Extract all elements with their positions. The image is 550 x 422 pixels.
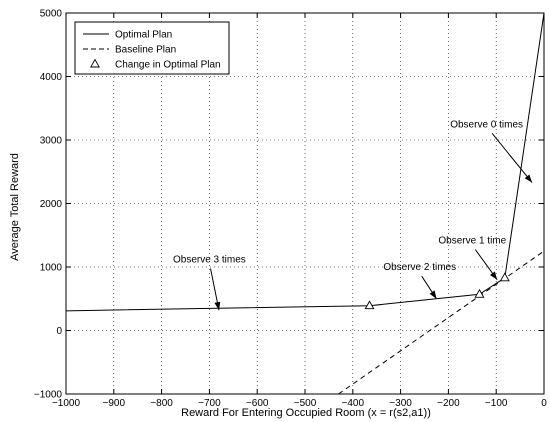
y-tick-label: 0 — [56, 326, 62, 337]
annotation-label: Observe 3 times — [173, 255, 246, 266]
y-tick-label: −1000 — [34, 390, 63, 401]
plan-change-marker — [499, 272, 510, 282]
y-tick-label: 2000 — [40, 199, 63, 210]
annotation-label: Observe 0 times — [450, 119, 523, 130]
x-tick-label: −600 — [246, 398, 269, 409]
x-tick-label: 0 — [541, 398, 547, 409]
baseline-plan-line — [338, 250, 544, 394]
annotation-label: Observe 1 time — [438, 236, 506, 247]
legend-marker — [90, 58, 100, 68]
x-tick-label: −900 — [103, 398, 126, 409]
legend-label: Optimal Plan — [115, 30, 172, 41]
y-tick-label: 4000 — [40, 72, 63, 83]
annotation-arrowhead — [214, 301, 221, 311]
x-tick-label: −400 — [342, 398, 365, 409]
x-axis-label: Reward For Entering Occupied Room (x = r… — [181, 407, 431, 419]
annotation-arrow — [491, 132, 533, 183]
x-tick-label: −200 — [437, 398, 460, 409]
x-tick-label: −1000 — [52, 398, 81, 409]
annotation-arrowhead — [429, 290, 437, 299]
y-tick-label: 5000 — [40, 9, 63, 20]
y-tick-label: 1000 — [40, 263, 63, 274]
legend-label: Change in Optimal Plan — [115, 60, 221, 71]
legend-label: Baseline Plan — [115, 45, 176, 56]
y-tick-label: 3000 — [40, 136, 63, 147]
plan-change-marker — [474, 288, 485, 298]
axes: −1000 −900 −800 −700 −600 −500 −400 −300 −200 −10… — [34, 9, 547, 410]
legend-box — [74, 21, 230, 75]
series-layer — [66, 13, 544, 394]
y-axis-label: Average Total Reward — [9, 153, 21, 261]
x-tick-label: −500 — [294, 398, 317, 409]
annotation-arrowhead — [524, 174, 533, 183]
annotation-label: Observe 2 times — [383, 262, 456, 273]
plan-change-marker — [364, 300, 375, 310]
x-tick-label: −100 — [485, 398, 508, 409]
legend: Optimal Plan Baseline Plan Change in Optim… — [74, 21, 230, 75]
x-tick-label: −800 — [150, 398, 173, 409]
annotations: Observe 0 times Observe 1 time Observe 2 t… — [173, 119, 533, 311]
annotation-arrowhead — [490, 271, 498, 280]
x-tick-label: −300 — [389, 398, 412, 409]
x-tick-label: −700 — [198, 398, 221, 409]
